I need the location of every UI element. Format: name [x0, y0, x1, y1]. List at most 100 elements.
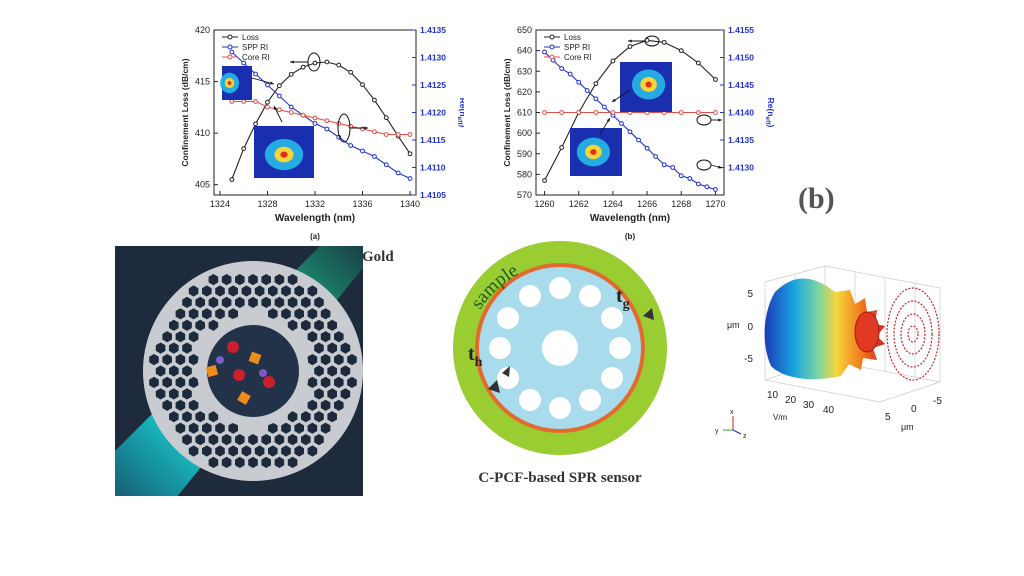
field-inner-ring: [854, 311, 880, 353]
y-right-tick-label: 1.4115: [420, 135, 446, 145]
analyte-sphere: [227, 341, 239, 353]
air-hole: [489, 337, 511, 359]
data-point: [265, 104, 270, 110]
air-hole: [149, 376, 159, 388]
air-hole: [579, 285, 601, 308]
y-left-tick-label: 630: [517, 66, 532, 76]
air-hole: [188, 331, 199, 343]
annotation-ellipse: [696, 159, 712, 171]
x-tick-label: 1328: [257, 199, 277, 209]
data-point: [619, 121, 624, 126]
air-hole: [320, 399, 331, 411]
analyte-sphere: [216, 356, 224, 364]
data-point: [241, 146, 247, 151]
air-hole: [162, 354, 172, 366]
triad-z-label: z: [743, 433, 747, 440]
air-hole: [314, 434, 324, 446]
y-tick-label: -5: [744, 354, 753, 365]
air-hole: [188, 445, 199, 457]
tg-label: tg: [616, 285, 630, 312]
data-point: [229, 99, 235, 104]
y-right-tick-label: 1.4140: [728, 108, 754, 118]
z-axis-label: μm: [901, 422, 914, 432]
y-right-tick-label: 1.4130: [728, 163, 754, 173]
air-hole: [228, 422, 238, 434]
data-point: [713, 110, 718, 115]
x-tick-label: 10: [767, 390, 779, 401]
data-point: [542, 110, 547, 115]
data-point: [265, 99, 270, 105]
air-hole: [340, 342, 351, 354]
air-hole: [248, 434, 258, 446]
air-hole: [307, 354, 318, 366]
data-point: [288, 71, 294, 77]
inset-field-core: [645, 81, 652, 88]
data-point: [593, 96, 599, 102]
data-point: [395, 132, 401, 137]
air-hole: [188, 399, 199, 411]
air-hole: [274, 296, 285, 308]
y-left-tick-label: 620: [517, 87, 532, 97]
data-point: [276, 93, 282, 99]
chart-caption: (b): [625, 232, 636, 241]
y-left-tick-label: 650: [517, 25, 532, 35]
air-hole: [307, 285, 318, 297]
data-point: [336, 62, 342, 68]
inset-field-core: [590, 149, 597, 155]
x-tick-label: 40: [823, 405, 835, 416]
air-hole: [294, 285, 304, 297]
data-point: [678, 48, 684, 54]
air-hole: [182, 411, 192, 423]
y-left-tick-label: 600: [517, 128, 532, 138]
data-point: [584, 88, 590, 93]
air-hole: [320, 331, 331, 343]
air-hole: [281, 308, 291, 320]
air-hole: [327, 411, 337, 423]
air-hole: [182, 434, 192, 446]
air-hole: [261, 456, 271, 468]
annotation-arrowhead: [290, 60, 294, 64]
air-hole: [228, 308, 238, 320]
air-hole: [549, 277, 571, 299]
analyte-sphere: [233, 369, 245, 381]
panel-b-label: (b): [798, 182, 835, 215]
air-hole: [182, 342, 192, 354]
data-point: [601, 104, 607, 110]
data-point: [372, 154, 377, 159]
data-point: [559, 110, 565, 115]
legend-marker: [549, 44, 555, 50]
air-hole: [261, 434, 271, 446]
air-hole: [162, 399, 172, 411]
air-hole: [235, 296, 245, 308]
y-right-axis-label: Re(neff): [456, 98, 464, 128]
air-hole-lattice: [149, 274, 357, 468]
data-point: [610, 110, 616, 115]
air-hole: [228, 285, 238, 297]
air-hole: [281, 285, 291, 297]
air-hole: [334, 399, 344, 411]
air-hole: [307, 376, 318, 388]
air-hole: [307, 308, 318, 320]
mode-inset-core: [254, 126, 314, 178]
annotation-arrow: [251, 77, 275, 85]
air-hole: [347, 376, 357, 388]
air-hole: [169, 319, 179, 331]
air-hole: [175, 399, 186, 411]
sensor-caption: C-PCF-based SPR sensor: [478, 470, 642, 486]
air-hole: [202, 445, 212, 457]
x-tick-label: 1260: [535, 199, 555, 209]
air-hole: [314, 411, 324, 423]
air-hole: [195, 411, 205, 423]
th-marker: [502, 366, 510, 377]
air-hole: [320, 308, 331, 320]
y-left-tick-label: 405: [195, 180, 210, 190]
legend-label: Core RI: [564, 53, 592, 62]
air-hole: [155, 342, 166, 354]
data-point: [593, 110, 599, 115]
triad-x-label: x: [730, 409, 734, 416]
3d-field-plot: 5 0 -5 μm 10 20 30 40 V/m 5 0 -5 μm x y z: [715, 265, 942, 440]
air-hole: [334, 354, 344, 366]
th-marker: [488, 380, 500, 393]
tg-marker: [643, 308, 654, 320]
